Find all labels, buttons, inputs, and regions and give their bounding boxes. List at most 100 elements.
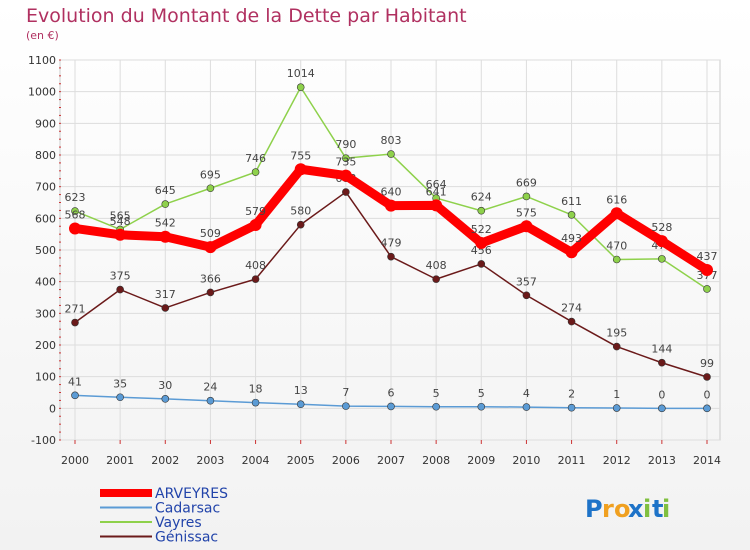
data-label-vayres: 695 (200, 168, 221, 181)
x-tick-label: 2003 (196, 454, 224, 467)
data-label-vayres: 664 (426, 178, 447, 191)
data-point-gnissac (612, 342, 621, 351)
data-point-cadarsac (522, 403, 531, 411)
data-point-vayres (658, 255, 666, 263)
data-label-cadarsac: 35 (113, 377, 127, 390)
data-label-gnissac: 357 (516, 275, 537, 288)
x-tick-label: 2008 (422, 454, 450, 467)
data-point-cadarsac (296, 400, 305, 409)
data-label-cadarsac: 30 (158, 379, 172, 392)
data-label-cadarsac: 7 (342, 386, 349, 399)
data-point-gnissac (522, 291, 531, 300)
data-label-vayres: 645 (155, 184, 176, 197)
data-point-arveyres (339, 169, 352, 182)
data-point-vayres (703, 285, 711, 293)
data-label-cadarsac: 41 (68, 375, 82, 388)
data-label-cadarsac: 0 (704, 388, 711, 401)
data-point-cadarsac (342, 402, 350, 410)
data-label-gnissac: 408 (245, 259, 266, 272)
legend-label-cadarsac: Cadarsac (155, 501, 220, 517)
x-tick-label: 2004 (242, 454, 270, 467)
data-label-cadarsac: 0 (658, 388, 665, 401)
data-point-cadarsac (116, 393, 124, 402)
data-point-gnissac (432, 275, 440, 283)
data-point-gnissac (387, 252, 395, 261)
data-label-arveyres: 548 (110, 215, 131, 228)
data-label-arveyres: 575 (516, 206, 537, 219)
y-tick-label: -100 (31, 434, 56, 447)
data-label-arveyres: 522 (471, 223, 492, 236)
legend-label-gnissac: Génissac (155, 530, 218, 546)
y-tick-label: 200 (35, 339, 56, 352)
data-point-cadarsac (477, 402, 486, 411)
data-point-vayres (161, 200, 170, 208)
logo-letter: x (628, 495, 644, 523)
y-tick-label: 1000 (28, 86, 56, 99)
logo-letter: i (662, 495, 670, 523)
data-label-cadarsac: 4 (523, 387, 530, 400)
y-tick-label: 500 (35, 244, 56, 257)
data-label-cadarsac: 18 (249, 383, 263, 396)
y-tick-label: 600 (35, 212, 56, 225)
data-point-vayres (387, 150, 395, 158)
data-point-vayres (477, 206, 486, 215)
data-label-arveyres: 579 (245, 205, 266, 218)
data-label-arveyres: 616 (606, 193, 627, 206)
data-label-gnissac: 144 (651, 343, 672, 356)
data-label-cadarsac: 13 (294, 384, 308, 397)
data-label-gnissac: 99 (700, 357, 714, 370)
data-point-cadarsac (161, 395, 170, 403)
data-label-gnissac: 580 (290, 205, 311, 218)
legend-label-vayres: Vayres (155, 515, 202, 531)
logo-letter: o (614, 495, 631, 523)
data-point-arveyres (701, 263, 713, 276)
x-tick-label: 2001 (106, 454, 134, 467)
data-point-arveyres (565, 246, 578, 259)
series-layer: 4135302418137655421002713753173664085806… (65, 67, 718, 413)
x-tick-label: 2006 (332, 454, 360, 467)
data-point-cadarsac (703, 404, 711, 413)
chart-title: Evolution du Montant de la Dette par Hab… (26, 5, 467, 27)
data-point-arveyres (475, 237, 488, 250)
y-tick-label: 400 (35, 276, 56, 289)
data-label-gnissac: 271 (65, 303, 86, 316)
data-point-gnissac (251, 275, 260, 283)
x-tick-label: 2014 (693, 454, 721, 467)
data-label-arveyres: 437 (697, 250, 718, 263)
y-tick-label: 800 (35, 149, 56, 162)
data-label-vayres: 1014 (287, 67, 315, 80)
data-point-arveyres (655, 235, 668, 248)
data-label-cadarsac: 1 (613, 388, 620, 401)
data-label-gnissac: 366 (200, 272, 221, 285)
logo-letter: t (652, 495, 663, 523)
data-label-arveyres: 509 (200, 227, 221, 240)
data-label-vayres: 790 (335, 138, 356, 151)
data-point-vayres (522, 192, 531, 201)
x-tick-label: 2002 (151, 454, 179, 467)
data-label-cadarsac: 5 (478, 387, 485, 400)
data-label-gnissac: 274 (561, 302, 582, 315)
data-label-gnissac: 317 (155, 288, 176, 301)
logo-letter: r (602, 495, 614, 523)
data-point-cadarsac (612, 404, 621, 412)
data-label-arveyres: 493 (561, 232, 582, 245)
data-point-cadarsac (206, 396, 215, 405)
data-label-gnissac: 408 (426, 259, 447, 272)
data-point-vayres (71, 207, 79, 215)
data-point-vayres (567, 211, 576, 219)
data-label-vayres: 470 (606, 240, 627, 253)
data-label-cadarsac: 24 (203, 381, 217, 394)
x-tick-label: 2000 (61, 454, 89, 467)
data-point-cadarsac (432, 402, 440, 411)
data-point-gnissac (477, 260, 486, 268)
data-label-cadarsac: 6 (388, 386, 395, 399)
data-point-vayres (296, 83, 305, 92)
data-point-vayres (251, 168, 260, 176)
data-point-arveyres (520, 220, 533, 233)
data-label-vayres: 611 (561, 195, 582, 208)
data-point-cadarsac (71, 391, 79, 400)
data-point-gnissac (161, 304, 170, 312)
